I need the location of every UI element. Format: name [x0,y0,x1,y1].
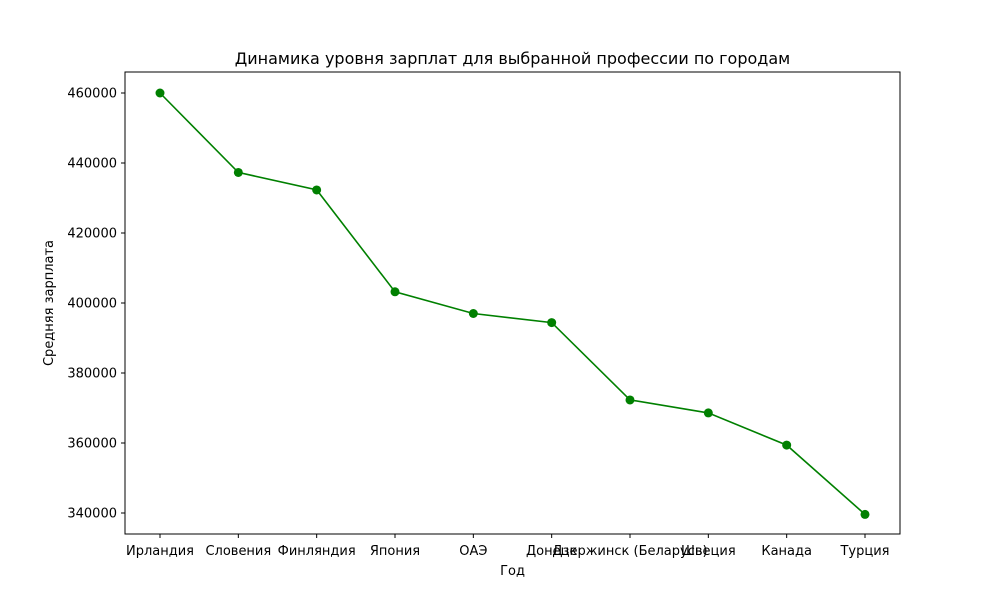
data-series [155,88,870,519]
data-point [312,185,322,195]
x-tick-label: Канада [761,544,812,559]
data-point [468,309,478,318]
y-tick-label: 380000 [67,367,117,382]
y-tick-label: 360000 [67,437,117,452]
x-tick-label: Турция [839,544,889,559]
data-point [860,509,870,519]
x-axis: Ирландия Словения Финляндия Япония ОАЭ Донецк… [126,534,890,559]
y-axis-label: Средняя зарплата [42,240,57,366]
data-point [155,88,165,98]
series-line [159,92,866,515]
data-point [782,440,792,450]
x-axis-label: Год [500,564,525,579]
data-point [390,287,400,297]
x-tick-label: ОАЭ [459,544,487,559]
plot-area-frame [124,71,901,535]
y-tick-label: 400000 [67,297,117,312]
y-axis: 340000 360000 380000 400000 420000 440000 4600… [67,87,125,522]
x-tick-label: Финляндия [278,544,356,559]
x-tick-label: Словения [205,544,271,559]
data-point [233,167,243,177]
x-tick-label: Дзержинск (Беларусь) [552,544,707,559]
x-tick-label: Швеция [681,544,736,559]
data-point [703,408,713,418]
x-tick-label: Донецк [526,544,577,559]
data-point [547,318,557,328]
data-point [625,395,635,405]
y-tick-label: 460000 [67,87,117,102]
y-tick-label: 440000 [67,157,117,172]
x-tick-label: Ирландия [126,544,194,559]
y-tick-label: 340000 [67,507,117,522]
chart-title: Динамика уровня зарплат для выбранной пр… [235,49,790,68]
y-tick-label: 420000 [67,227,117,242]
x-tick-label: Япония [370,544,420,559]
